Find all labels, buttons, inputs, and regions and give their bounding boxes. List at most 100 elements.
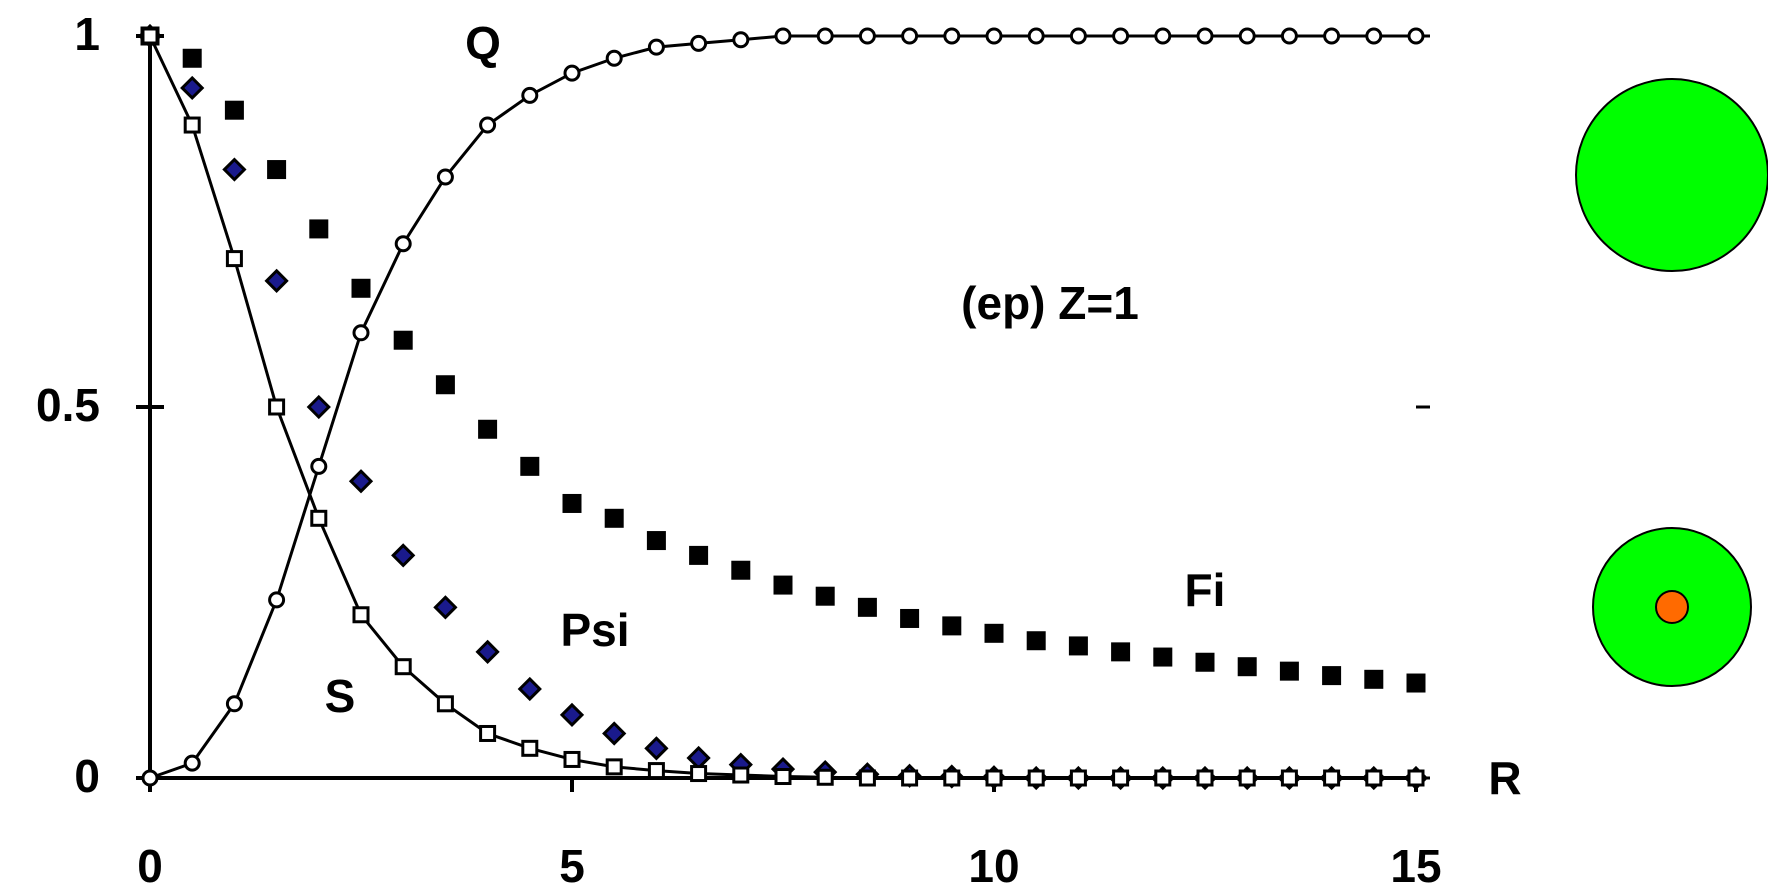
marker (605, 49, 623, 67)
marker (475, 639, 500, 664)
marker (1112, 769, 1130, 787)
x-tick-label: 10 (968, 840, 1019, 892)
marker (816, 768, 834, 786)
marker (858, 769, 876, 787)
marker (183, 116, 201, 134)
marker (857, 597, 877, 617)
marker (182, 48, 202, 68)
marker (1323, 27, 1341, 45)
nucleus-icon (1655, 590, 1689, 624)
marker (351, 278, 371, 298)
marker (352, 606, 370, 624)
marker (391, 543, 416, 568)
marker (1322, 666, 1342, 686)
marker (224, 100, 244, 120)
series-label: Fi (1185, 564, 1226, 616)
marker (433, 595, 458, 620)
marker (478, 419, 498, 439)
marker (1154, 27, 1172, 45)
series-label: Q (465, 17, 501, 69)
marker (1196, 769, 1214, 787)
marker (690, 765, 708, 783)
marker (858, 27, 876, 45)
marker (521, 739, 539, 757)
series-label: S (325, 670, 356, 722)
marker (644, 736, 669, 761)
marker (1407, 769, 1425, 787)
annotation: (ep) Z=1 (961, 277, 1139, 329)
marker (816, 27, 834, 45)
marker (1195, 652, 1215, 672)
marker (563, 750, 581, 768)
marker (394, 658, 412, 676)
marker (1196, 27, 1214, 45)
marker (1365, 769, 1383, 787)
marker (1068, 636, 1088, 656)
marker (1069, 769, 1087, 787)
marker (436, 168, 454, 186)
marker (1238, 27, 1256, 45)
marker (1406, 673, 1426, 693)
marker (309, 219, 329, 239)
marker (646, 531, 666, 551)
marker (815, 586, 835, 606)
x-tick-label: 15 (1390, 840, 1441, 892)
marker (1407, 27, 1425, 45)
series-label: Psi (560, 604, 629, 656)
marker (604, 508, 624, 528)
marker (1238, 769, 1256, 787)
marker (306, 394, 331, 420)
marker (1027, 769, 1045, 787)
marker (1237, 657, 1257, 677)
marker (1365, 27, 1383, 45)
marker (267, 160, 287, 180)
marker (901, 769, 919, 787)
marker (183, 754, 201, 772)
y-tick-label: 0 (74, 750, 100, 802)
marker (602, 721, 627, 746)
marker (563, 64, 581, 82)
marker (732, 766, 750, 784)
marker (352, 324, 370, 342)
marker (647, 38, 665, 56)
marker (562, 493, 582, 513)
marker (1069, 27, 1087, 45)
marker (436, 695, 454, 713)
x-tick-label: 5 (559, 840, 585, 892)
marker (1026, 631, 1046, 651)
marker (180, 75, 205, 101)
marker (689, 545, 709, 565)
marker (394, 235, 412, 253)
marker (348, 469, 374, 494)
marker (225, 250, 243, 268)
marker (1112, 27, 1130, 45)
marker (605, 758, 623, 776)
marker (1279, 661, 1299, 681)
marker (310, 457, 328, 475)
marker (559, 702, 585, 728)
y-tick-label: 0.5 (36, 379, 100, 431)
marker (774, 27, 792, 45)
marker (686, 745, 711, 771)
marker (774, 768, 792, 786)
marker (225, 695, 243, 713)
series-line (148, 35, 1416, 780)
marker (985, 27, 1003, 45)
marker (517, 676, 542, 702)
series-line (149, 34, 1416, 780)
marker (1153, 647, 1173, 667)
marker (942, 616, 962, 636)
marker (393, 330, 413, 350)
marker (1027, 27, 1045, 45)
marker (1280, 769, 1298, 787)
marker (479, 116, 497, 134)
marker (268, 398, 286, 416)
marker (1323, 769, 1341, 787)
marker (732, 31, 750, 49)
marker (690, 34, 708, 52)
marker (900, 608, 920, 628)
marker (1154, 769, 1172, 787)
marker (435, 375, 455, 395)
x-axis-label: R (1488, 752, 1521, 804)
